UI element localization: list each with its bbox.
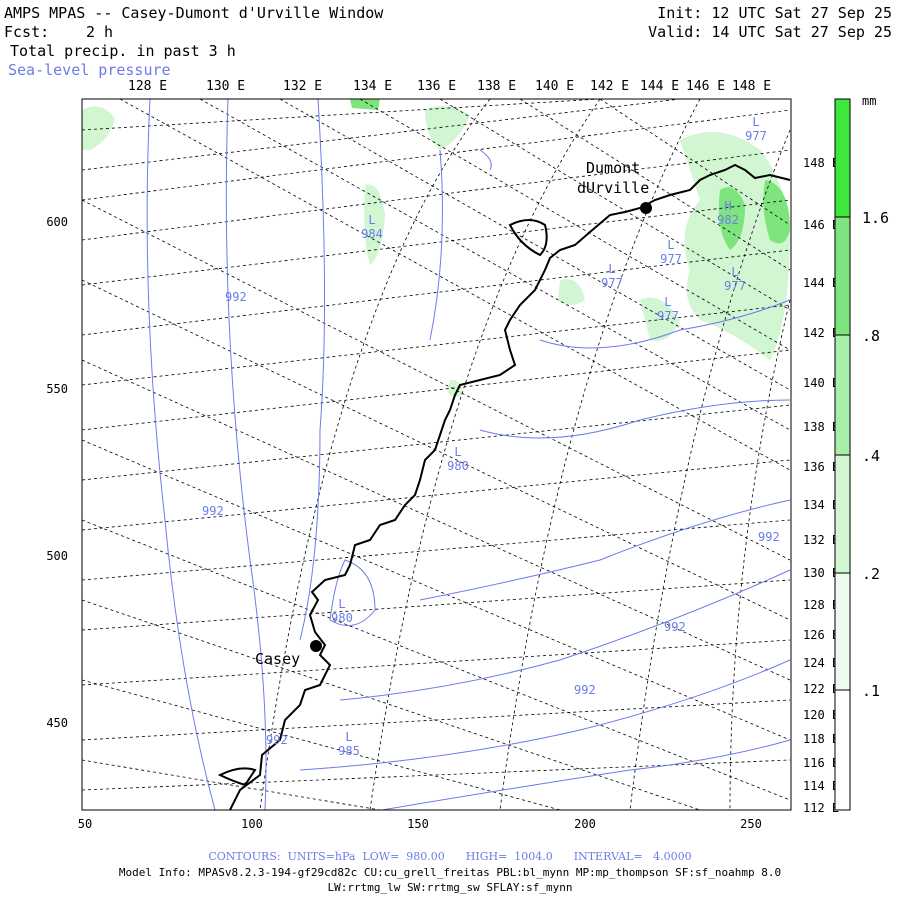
low-mark: L (752, 115, 759, 129)
right-longitude-labels: 148 E 146 E 144 E 142 E 140 E 138 E 136 … (803, 156, 839, 815)
low-value: 977 (657, 309, 679, 323)
lon-label: 120 E (803, 708, 839, 722)
isobar-label: 992 (664, 620, 686, 634)
init-time: Init: 12 UTC Sat 27 Sep 25 (657, 4, 892, 22)
y-tick-label: 550 (46, 382, 68, 396)
lon-label: 136 E (417, 79, 456, 94)
low-mark: L (368, 213, 375, 227)
casey-label: Casey (255, 650, 300, 668)
lon-label: 124 E (803, 656, 839, 670)
forecast-label: Fcst: (4, 23, 50, 41)
lon-label: 130 E (803, 566, 839, 580)
low-value: 980 (447, 459, 469, 473)
high-mark: H (724, 199, 731, 213)
colorbar-label: .4 (862, 447, 880, 465)
isobar-label: 992 (202, 504, 224, 518)
high-value: 982 (717, 213, 739, 227)
field-precip-label: Total precip. in past 3 h (10, 42, 236, 60)
y-tick-label: 600 (46, 215, 68, 229)
pressure-contours (146, 99, 791, 810)
lon-label: 148 E (803, 156, 839, 170)
lon-label: 140 E (535, 79, 574, 94)
pressure-value-labels: 992 992 992 992 992 992 992 (202, 290, 780, 747)
colorbar-label: .8 (862, 327, 880, 345)
lon-label: 134 E (353, 79, 392, 94)
low-mark: L (667, 238, 674, 252)
x-tick-label: 200 (574, 817, 596, 831)
lon-label: 142 E (590, 79, 629, 94)
lon-label: 144 E (640, 79, 679, 94)
low-mark: L (731, 265, 738, 279)
colorbar-units: mm (862, 94, 876, 108)
lon-label: 146 E (686, 79, 725, 94)
low-mark: L (664, 295, 671, 309)
y-axis-ticks: 600 550 500 450 (46, 215, 68, 730)
low-mark: L (345, 730, 352, 744)
dumont-station-dot (640, 202, 652, 214)
map-title: AMPS MPAS -- Casey-Dumont d'Urville Wind… (4, 4, 384, 22)
x-tick-label: 100 (241, 817, 263, 831)
lon-label: 130 E (206, 79, 245, 94)
lon-label: 138 E (477, 79, 516, 94)
low-value: 977 (745, 129, 767, 143)
low-mark: L (454, 445, 461, 459)
map-frame (81, 98, 792, 811)
contour-info: CONTOURS: UNITS=hPa LOW= 980.00 HIGH= 10… (208, 850, 692, 863)
lon-label: 144 E (803, 276, 839, 290)
x-axis-ticks: 50 100 150 200 250 (78, 817, 762, 831)
lon-label: 114 E (803, 779, 839, 793)
lon-label: 142 E (803, 326, 839, 340)
colorbar-label: 1.6 (862, 209, 889, 227)
precip-shading (82, 99, 790, 397)
casey-station-dot (310, 640, 322, 652)
pressure-centers: L 977 L 984 L 977 L 977 L 977 L 977 L 98… (331, 115, 767, 758)
lon-label: 118 E (803, 732, 839, 746)
x-tick-label: 250 (740, 817, 762, 831)
precip-colorbar (834, 98, 851, 811)
lon-label: 132 E (803, 533, 839, 547)
valid-time: Valid: 14 UTC Sat 27 Sep 25 (648, 23, 892, 41)
lon-label: 126 E (803, 628, 839, 642)
lon-label: 122 E (803, 682, 839, 696)
low-value: 985 (338, 744, 360, 758)
lon-label: 134 E (803, 498, 839, 512)
x-tick-label: 150 (407, 817, 429, 831)
lon-label: 128 E (128, 79, 167, 94)
isobar-label: 992 (266, 733, 288, 747)
low-value: 980 (331, 611, 353, 625)
field-slp-label: Sea-level pressure (8, 61, 171, 79)
low-value: 984 (361, 227, 383, 241)
low-mark: L (608, 262, 615, 276)
lon-label: 146 E (803, 218, 839, 232)
lon-label: 136 E (803, 460, 839, 474)
dumont-label-line1: Dumont (586, 159, 640, 177)
lon-label: 116 E (803, 756, 839, 770)
dumont-label-line2: dUrville (577, 179, 649, 197)
x-tick-label: 50 (78, 817, 92, 831)
coastline (217, 163, 791, 810)
lon-label: 112 E (803, 801, 839, 815)
colorbar-label: .1 (862, 682, 880, 700)
lon-label: 140 E (803, 376, 839, 390)
lon-label: 132 E (283, 79, 322, 94)
colorbar-label: .2 (862, 565, 880, 583)
isobar-label: 992 (758, 530, 780, 544)
low-value: 977 (660, 252, 682, 266)
model-info-line2: LW:rrtmg_lw SW:rrtmg_sw SFLAY:sf_mynn (327, 881, 573, 894)
lon-label: 138 E (803, 420, 839, 434)
y-tick-label: 450 (46, 716, 68, 730)
graticule (82, 99, 791, 810)
model-info: Model Info: MPASv8.2.3-194-gf29cd82c CU:… (118, 866, 782, 879)
low-value: 977 (724, 279, 746, 293)
top-longitude-labels: 128 E 130 E 132 E 134 E 136 E 138 E 140 … (128, 79, 771, 94)
forecast-hour: 2 h (86, 23, 114, 41)
isobar-label: 992 (225, 290, 247, 304)
y-tick-label: 500 (46, 549, 68, 563)
low-mark: L (338, 597, 345, 611)
lon-label: 128 E (803, 598, 839, 612)
low-value: 977 (601, 276, 623, 290)
isobar-label: 992 (574, 683, 596, 697)
lon-label: 148 E (732, 79, 771, 94)
